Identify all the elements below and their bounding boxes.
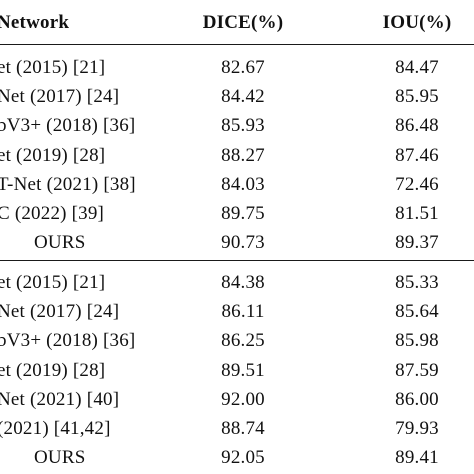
cell-dice: 84.03 bbox=[221, 174, 265, 195]
cell-iou: 81.51 bbox=[395, 203, 439, 224]
cell-iou: 87.46 bbox=[395, 145, 439, 166]
cell-iou: 84.47 bbox=[395, 57, 439, 78]
cell-iou: 86.00 bbox=[395, 389, 439, 410]
cell-network: et (2019) [28] bbox=[0, 145, 106, 166]
cell-dice: 92.05 bbox=[221, 447, 265, 468]
cell-dice: 84.38 bbox=[221, 272, 265, 293]
cell-iou: 86.48 bbox=[395, 115, 439, 136]
cell-network: bV3+ (2018) [36] bbox=[0, 330, 136, 351]
cell-network: bV3+ (2018) [36] bbox=[0, 115, 136, 136]
header-network: Network bbox=[0, 12, 70, 33]
cell-network: Net (2017) [24] bbox=[0, 86, 120, 107]
header-iou: IOU(%) bbox=[382, 12, 452, 33]
cell-network: OURS bbox=[34, 232, 86, 253]
cell-dice: 86.11 bbox=[221, 301, 265, 322]
cell-iou: 85.64 bbox=[395, 301, 439, 322]
cell-iou: 85.95 bbox=[395, 86, 439, 107]
cell-dice: 89.75 bbox=[221, 203, 265, 224]
cell-dice: 86.25 bbox=[221, 330, 265, 351]
cell-network: et (2015) [21] bbox=[0, 57, 106, 78]
group-separator-rule bbox=[0, 260, 474, 261]
cell-iou: 87.59 bbox=[395, 360, 439, 381]
cell-network: Net (2021) [40] bbox=[0, 389, 120, 410]
cell-iou: 89.41 bbox=[395, 447, 439, 468]
cell-iou: 79.93 bbox=[395, 418, 439, 439]
header-bottom-rule bbox=[0, 44, 474, 45]
cell-iou: 85.98 bbox=[395, 330, 439, 351]
cell-network: et (2019) [28] bbox=[0, 360, 106, 381]
cell-dice: 90.73 bbox=[221, 232, 265, 253]
cell-network: et (2015) [21] bbox=[0, 272, 106, 293]
cell-dice: 84.42 bbox=[221, 86, 265, 107]
cell-dice: 85.93 bbox=[221, 115, 265, 136]
cell-network: T-Net (2021) [38] bbox=[0, 174, 136, 195]
cell-dice: 88.27 bbox=[221, 145, 265, 166]
cell-dice: 89.51 bbox=[221, 360, 265, 381]
cell-network: (2021) [41,42] bbox=[0, 418, 111, 439]
cell-dice: 92.00 bbox=[221, 389, 265, 410]
cell-iou: 72.46 bbox=[395, 174, 439, 195]
header-dice: DICE(%) bbox=[202, 12, 284, 33]
cell-iou: 85.33 bbox=[395, 272, 439, 293]
cell-network: C (2022) [39] bbox=[0, 203, 105, 224]
cell-network: Net (2017) [24] bbox=[0, 301, 120, 322]
cell-iou: 89.37 bbox=[395, 232, 439, 253]
cell-dice: 88.74 bbox=[221, 418, 265, 439]
cell-dice: 82.67 bbox=[221, 57, 265, 78]
cell-network: OURS bbox=[34, 447, 86, 468]
